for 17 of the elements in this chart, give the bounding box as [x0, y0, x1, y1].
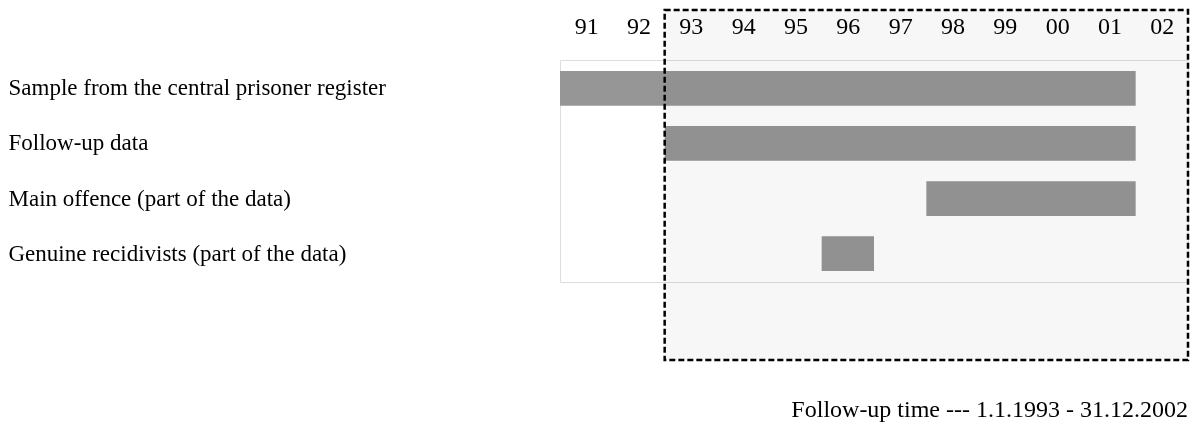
band-label: Follow-up time --- 1.1.1993 - 31.12.2002	[791, 396, 1188, 422]
x-tick-label: 91	[574, 12, 599, 39]
y-tick-label: Sample from the central prisoner register	[8, 75, 387, 101]
x-tick-label: 98	[941, 12, 965, 39]
y-tick-label: Main offence (part of the data)	[8, 185, 291, 211]
x-tick-label: 02	[1150, 12, 1175, 39]
x-tick-label: 92	[627, 12, 651, 39]
x-tick-label: 00	[1045, 12, 1070, 39]
x-tick-label: 96	[836, 12, 861, 39]
x-tick-label: 94	[731, 12, 756, 39]
y-tick-label: Genuine recidivists (part of the data)	[8, 240, 347, 266]
x-tick-label: 99	[993, 12, 1018, 39]
y-tick-label: Follow-up data	[8, 130, 149, 156]
x-tick-label: 97	[888, 12, 913, 39]
x-tick-label: 01	[1098, 12, 1122, 39]
x-tick-label: 95	[784, 12, 808, 39]
x-tick-label: 93	[679, 12, 704, 39]
